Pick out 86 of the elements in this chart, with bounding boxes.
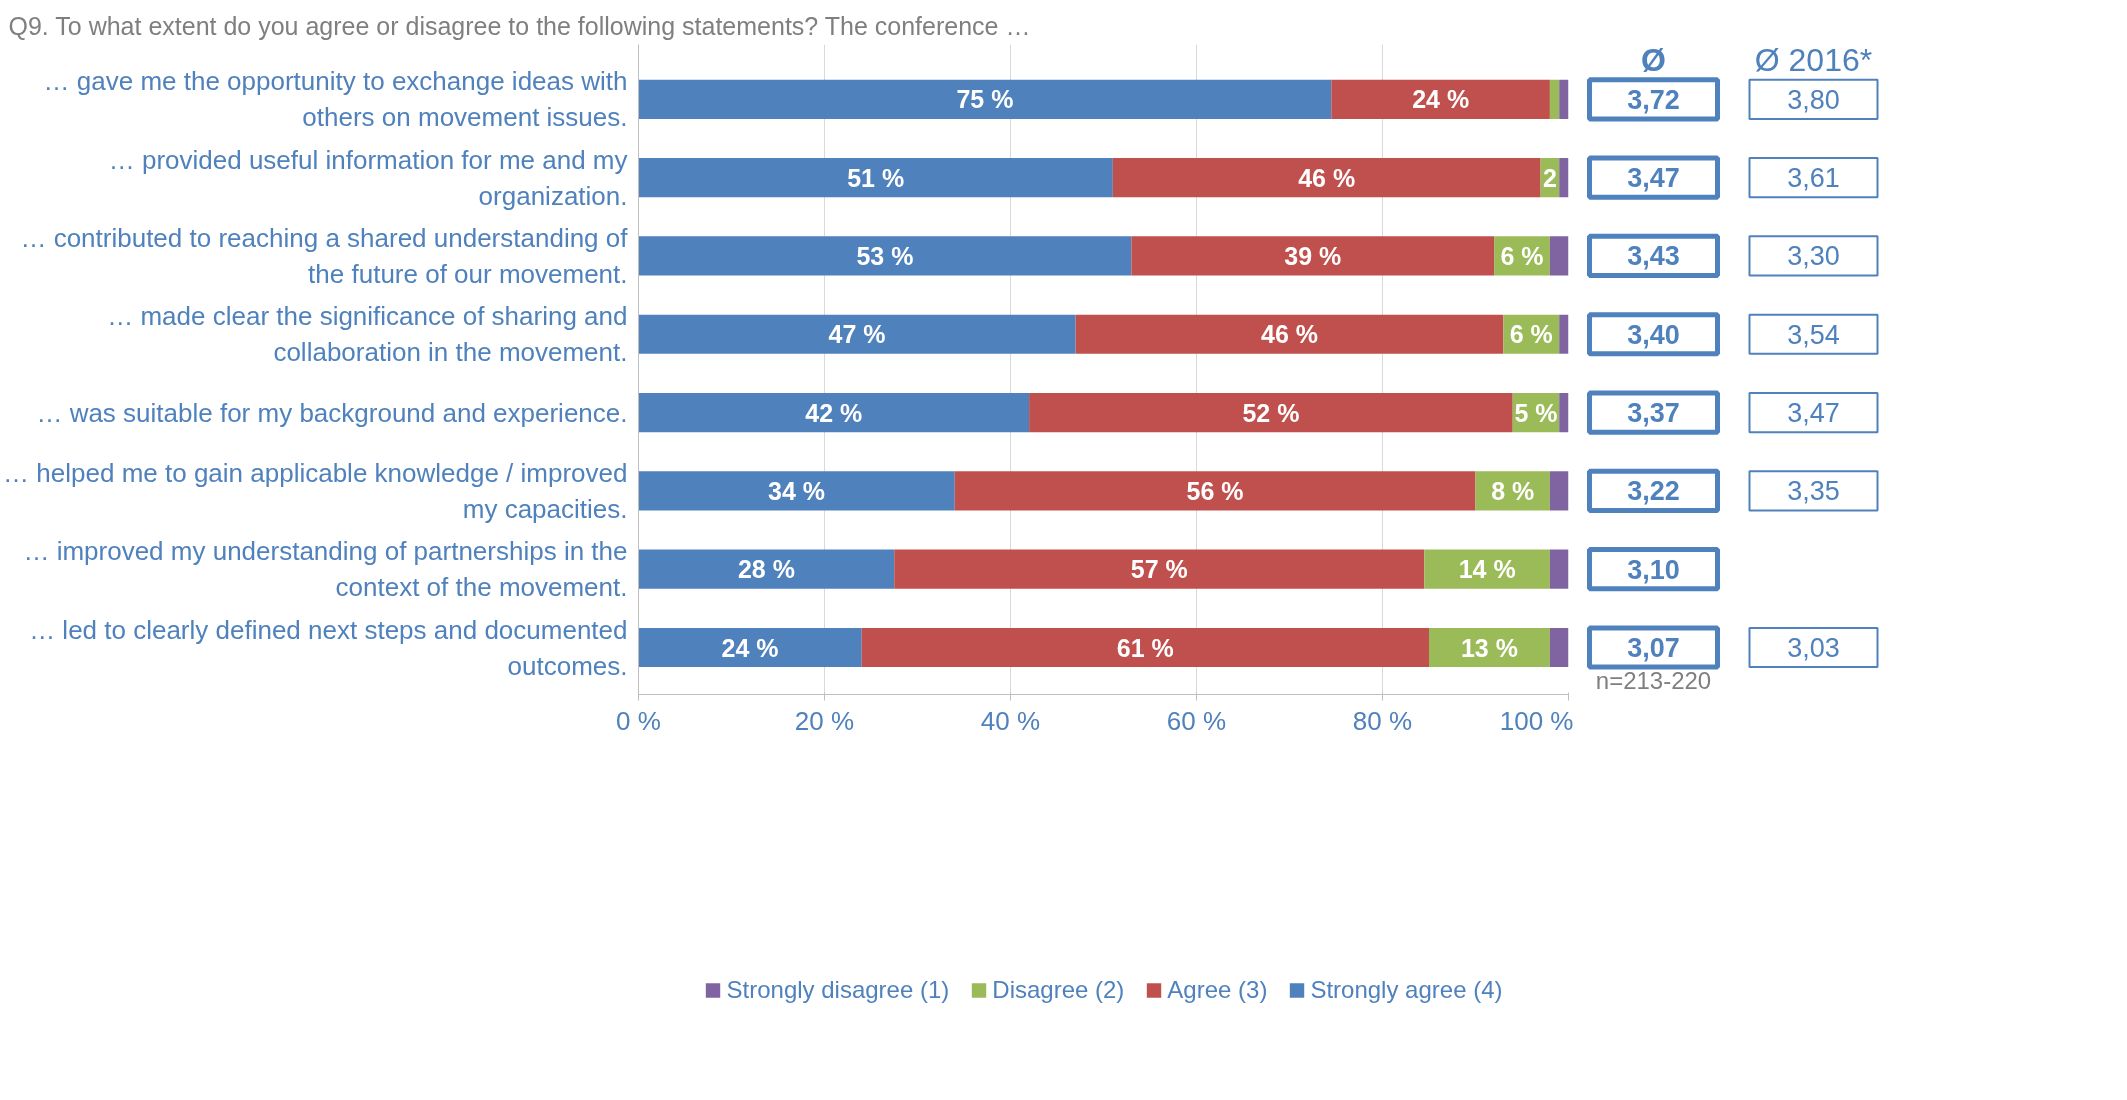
data-label: 42 %	[805, 398, 863, 427]
bar	[1559, 392, 1569, 433]
data-label: 8 %	[1491, 476, 1535, 505]
text: 3,37	[1627, 398, 1680, 429]
y-tick-label: … was suitable for my background and experience.	[36, 397, 628, 428]
legend-label: Strongly agree (4)	[1310, 976, 1503, 1004]
data-label: 34 %	[768, 476, 826, 505]
bar	[1131, 236, 1495, 276]
data-label: 46 %	[1298, 163, 1356, 192]
chart-title: Q9. To what extent do you agree or disagree to the following statements? The conference …	[8, 11, 1031, 40]
bar	[638, 471, 955, 511]
legend-label: Strongly disagree (1)	[726, 976, 950, 1004]
text: 3,07	[1627, 633, 1680, 664]
bar	[1559, 158, 1569, 198]
data-label: 46 %	[1261, 320, 1318, 349]
data-label: 6 %	[1509, 320, 1553, 349]
data-label: 57 %	[1130, 555, 1188, 584]
bar	[1549, 627, 1569, 668]
text: 3,22	[1627, 476, 1680, 507]
data-label: 6 %	[1500, 241, 1544, 270]
data-label: 52 %	[1242, 398, 1300, 427]
category-label: Ø 2016*	[1754, 42, 1873, 79]
x-tick-label: 80 %	[1352, 705, 1413, 736]
data-label: 51 %	[847, 163, 905, 192]
text: 3,72	[1627, 84, 1680, 115]
bar	[1549, 236, 1569, 276]
x-tick-label: 100 %	[1499, 705, 1574, 736]
text: 3,43	[1627, 241, 1680, 272]
bar	[1549, 79, 1560, 119]
bar	[638, 627, 862, 668]
y-tick-label: … helped me to gain applicable knowledge / improved my capacities.	[3, 457, 628, 524]
data-label: 28 %	[737, 555, 795, 584]
bar	[638, 236, 1132, 276]
text: 3,35	[1787, 476, 1840, 507]
data-label: 53 %	[856, 241, 914, 270]
data-label: 75 %	[956, 85, 1014, 114]
data-label: 14 %	[1458, 555, 1516, 584]
y-tick-label: … contributed to reaching a shared understanding of the future of our movement.	[20, 222, 629, 289]
bar	[638, 549, 895, 589]
data-label: 39 %	[1284, 241, 1342, 270]
text: 3,61	[1787, 163, 1840, 194]
bar	[1549, 471, 1569, 511]
y-tick-label: … provided useful information for me and my organization.	[108, 144, 628, 211]
bar	[861, 627, 1429, 668]
bar	[1112, 158, 1541, 198]
bar	[1559, 79, 1569, 119]
text: 3,03	[1787, 633, 1840, 664]
x-tick-label: 20 %	[794, 705, 855, 736]
bar	[1559, 314, 1569, 354]
x-tick-label: 60 %	[1166, 705, 1227, 736]
text: 3,47	[1627, 163, 1680, 194]
data-label: 61 %	[1116, 633, 1174, 662]
y-tick-label: … gave me the opportunity to exchange ideas with others on movement issues.	[43, 66, 628, 133]
text: 3,47	[1787, 398, 1840, 429]
bar	[638, 392, 1030, 433]
data-label: 13 %	[1460, 633, 1518, 662]
bar	[894, 549, 1425, 589]
bar	[1549, 549, 1569, 589]
data-label: 2	[1542, 163, 1557, 192]
bar	[1029, 392, 1513, 433]
text: n=213-220	[1595, 666, 1712, 694]
y-tick-label: … led to clearly defined next steps and documented outcomes.	[29, 614, 628, 681]
x-tick-label: 40 %	[980, 705, 1041, 736]
text: 3,80	[1787, 84, 1840, 115]
bar	[638, 79, 1332, 119]
bar	[638, 314, 1076, 354]
x-tick-label: 0 %	[616, 705, 661, 736]
data-label: 5 %	[1514, 398, 1558, 427]
text: 3,10	[1627, 554, 1680, 585]
category-label: Ø	[1641, 42, 1666, 79]
text: 3,40	[1627, 319, 1680, 350]
legend-label: Agree (3)	[1167, 976, 1268, 1004]
bar	[1331, 79, 1550, 119]
data-label: 47 %	[828, 320, 886, 349]
bar	[1424, 549, 1550, 589]
y-tick-label: … improved my understanding of partnerships in the context of the movement.	[23, 536, 628, 603]
text: 3,30	[1787, 241, 1840, 272]
bar	[1075, 314, 1504, 354]
bar	[954, 471, 1476, 511]
text: 3,54	[1787, 319, 1840, 350]
data-label: 56 %	[1186, 476, 1244, 505]
data-label: 24 %	[721, 633, 779, 662]
y-tick-label: … made clear the significance of sharing and collaboration in the movement.	[107, 301, 628, 368]
bar	[638, 158, 1113, 198]
legend-label: Disagree (2)	[992, 976, 1125, 1004]
data-label: 24 %	[1412, 85, 1470, 114]
